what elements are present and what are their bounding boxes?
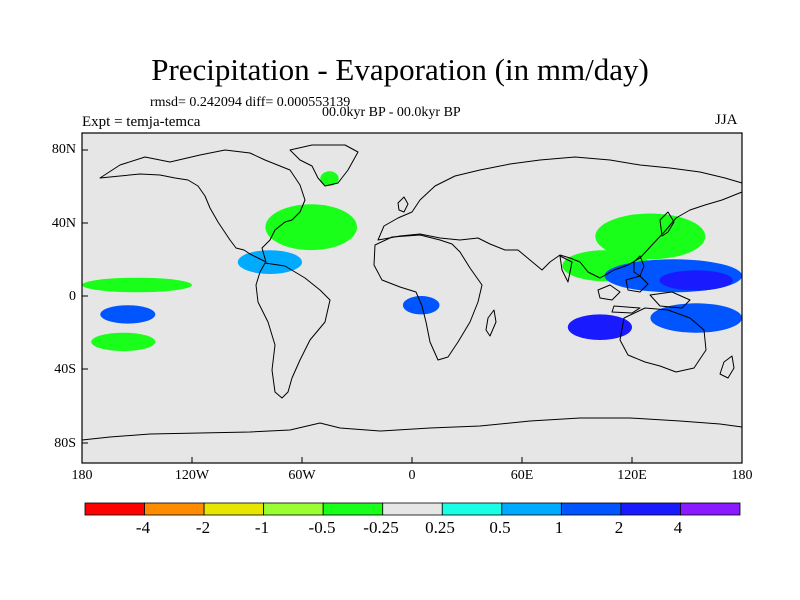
colorbar-box [680, 502, 741, 516]
anomaly-region-east-pacific-dry-band [82, 277, 192, 293]
x-tick-label-180e: 180 [731, 468, 753, 483]
anomaly-region-greenland-dry [320, 171, 339, 186]
coast-australia [619, 307, 707, 373]
anomaly-region-north-atlantic-dry [265, 204, 358, 251]
experiment-label: Expt = temja-temca [82, 114, 201, 130]
colorbar-label: -0.25 [363, 518, 399, 537]
y-tick-label-40n: 40N [51, 216, 76, 231]
colorbar-label: 0.25 [425, 518, 455, 537]
y-tick-label-80n: 80N [51, 142, 76, 157]
coastlines [81, 144, 743, 441]
colorbar-box [203, 502, 265, 516]
colorbar-box [501, 502, 562, 516]
coast-new-zealand [719, 355, 735, 379]
chart-title: Precipitation - Evaporation (in mm/day) [151, 52, 649, 87]
y-tick-label-80s: 80S [54, 436, 76, 451]
coast-japan [659, 211, 675, 237]
colorbar-label: -4 [135, 518, 151, 537]
x-tick-label-180w: 180 [71, 468, 93, 483]
axis-ticks [82, 149, 633, 463]
x-tick-label-120w: 120W [174, 468, 210, 483]
coast-north-america [99, 149, 306, 263]
season-label: JJA [715, 112, 738, 128]
coast-southeast-asia-islands [597, 275, 691, 314]
x-tick-label-0: 0 [408, 468, 416, 483]
colorbar-box [263, 502, 324, 516]
y-tick-label-40s: 40S [54, 362, 76, 377]
colorbar [84, 502, 741, 516]
y-tick-label-eq: 0 [69, 289, 76, 304]
x-tick-label-60w: 60W [288, 468, 316, 483]
colorbar-label: 1 [554, 518, 564, 537]
colorbar-label: 0.5 [489, 518, 511, 537]
colorbar-box [144, 502, 205, 516]
x-tick-label-120e: 120E [617, 468, 647, 483]
colorbar-box [84, 502, 145, 516]
coast-philippines [633, 255, 645, 277]
colorbar-box [560, 502, 622, 516]
coast-africa [373, 234, 483, 361]
anomaly-region-indian-ocean-wet [567, 314, 633, 341]
coast-eurasia [377, 156, 743, 279]
coast-madagascar [485, 309, 497, 337]
anomaly-region-southwest-pacific-wet [650, 303, 742, 333]
coast-britain [397, 196, 409, 213]
colorbar-label: 2 [614, 518, 624, 537]
coast-sri-lanka-india [559, 255, 573, 283]
anomaly-layer [82, 171, 743, 352]
colorbar-box [620, 502, 681, 516]
colorbar-label: -0.5 [308, 518, 336, 537]
anomaly-region-south-pacific-dry [91, 332, 156, 352]
coast-south-america [255, 262, 331, 399]
coast-greenland [289, 144, 359, 187]
period-text: 00.0kyr BP - 00.0kyr BP [322, 105, 461, 120]
colorbar-label: 4 [673, 518, 683, 537]
colorbar-box [441, 502, 503, 516]
colorbar-label: -1 [254, 518, 270, 537]
anomaly-region-south-pacific-wet [100, 305, 156, 324]
stats-text: rmsd= 0.242094 diff= 0.000553139 [150, 95, 351, 110]
anomaly-region-western-pacific-wet-core [659, 270, 733, 291]
x-tick-label-60e: 60E [510, 468, 534, 483]
colorbar-box [322, 502, 384, 516]
anomaly-region-east-asia-dry [595, 213, 706, 260]
colorbar-label: -2 [195, 518, 211, 537]
coast-antarctica [81, 417, 743, 441]
colorbar-box [382, 502, 443, 516]
